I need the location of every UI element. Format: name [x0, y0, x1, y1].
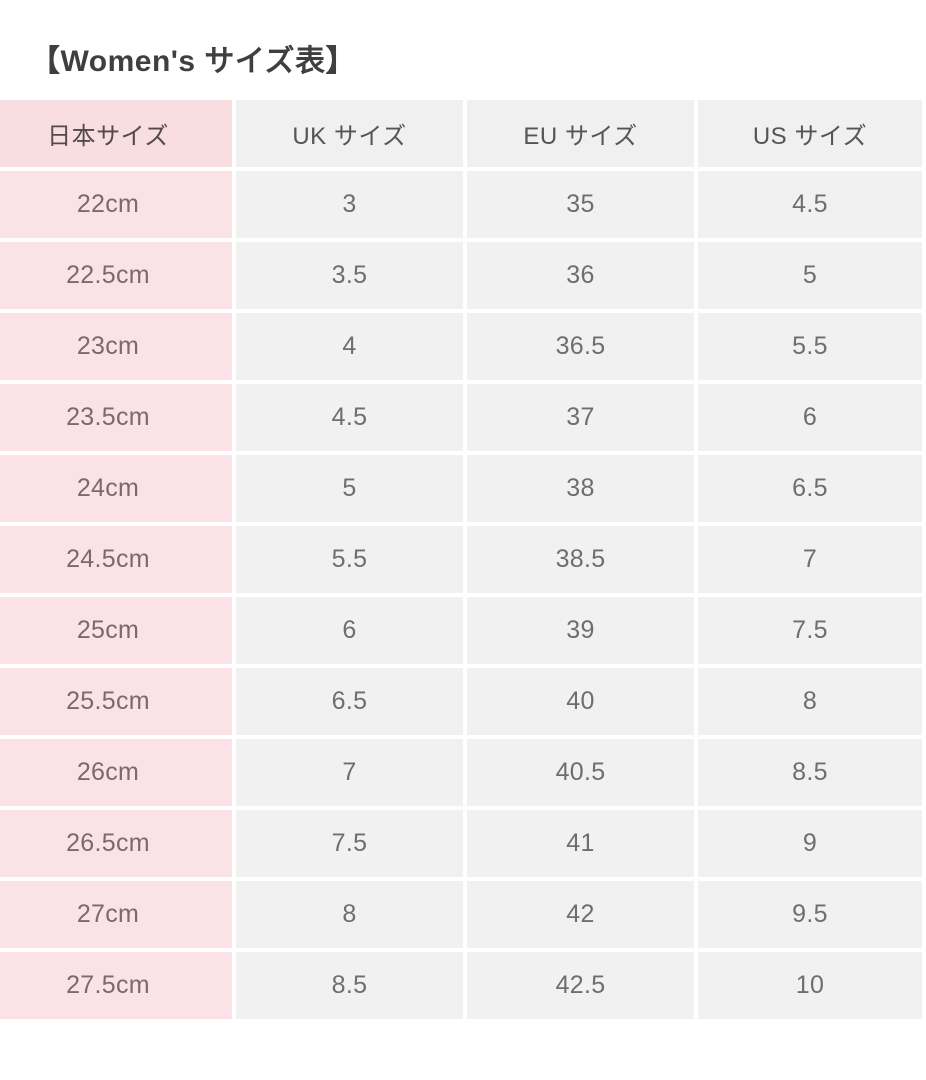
size-cell-jp: 22cm	[0, 171, 232, 238]
size-cell-uk: 3.5	[236, 242, 463, 309]
column-header-us: US サイズ	[698, 100, 922, 167]
size-cell-jp: 25cm	[0, 597, 232, 664]
size-cell-eu: 36	[467, 242, 694, 309]
table-header: 日本サイズ UK サイズ EU サイズ US サイズ	[0, 100, 922, 167]
size-cell-us: 9	[698, 810, 922, 877]
size-cell-jp: 22.5cm	[0, 242, 232, 309]
size-cell-uk: 8	[236, 881, 463, 948]
size-cell-us: 7	[698, 526, 922, 593]
size-cell-us: 6.5	[698, 455, 922, 522]
size-cell-us: 4.5	[698, 171, 922, 238]
size-cell-uk: 7.5	[236, 810, 463, 877]
table-header-row: 日本サイズ UK サイズ EU サイズ US サイズ	[0, 100, 922, 167]
size-cell-uk: 6.5	[236, 668, 463, 735]
size-cell-us: 5	[698, 242, 922, 309]
table-row: 25.5cm 6.5 40 8	[0, 668, 922, 735]
table-body: 22cm 3 35 4.5 22.5cm 3.5 36 5 23cm 4 36.5 5.5 23.5cm…	[0, 171, 922, 1019]
column-header-eu: EU サイズ	[467, 100, 694, 167]
size-cell-eu: 36.5	[467, 313, 694, 380]
size-cell-uk: 5.5	[236, 526, 463, 593]
column-header-uk: UK サイズ	[236, 100, 463, 167]
size-cell-eu: 38.5	[467, 526, 694, 593]
table-row: 23.5cm 4.5 37 6	[0, 384, 922, 451]
page-title: 【Women's サイズ表】	[30, 45, 357, 78]
size-cell-jp: 24.5cm	[0, 526, 232, 593]
size-cell-jp: 27.5cm	[0, 952, 232, 1019]
size-cell-uk: 4.5	[236, 384, 463, 451]
size-cell-uk: 4	[236, 313, 463, 380]
size-cell-eu: 38	[467, 455, 694, 522]
size-cell-jp: 26.5cm	[0, 810, 232, 877]
column-header-jp: 日本サイズ	[0, 100, 232, 167]
size-cell-eu: 42	[467, 881, 694, 948]
size-cell-jp: 27cm	[0, 881, 232, 948]
size-cell-eu: 40.5	[467, 739, 694, 806]
size-cell-jp: 23.5cm	[0, 384, 232, 451]
size-cell-us: 8.5	[698, 739, 922, 806]
size-cell-uk: 3	[236, 171, 463, 238]
table-row: 26cm 7 40.5 8.5	[0, 739, 922, 806]
size-cell-us: 9.5	[698, 881, 922, 948]
table-row: 25cm 6 39 7.5	[0, 597, 922, 664]
size-cell-us: 8	[698, 668, 922, 735]
size-cell-eu: 42.5	[467, 952, 694, 1019]
table-row: 23cm 4 36.5 5.5	[0, 313, 922, 380]
size-cell-eu: 37	[467, 384, 694, 451]
size-conversion-table: 日本サイズ UK サイズ EU サイズ US サイズ 22cm 3 35 4.5 22.…	[0, 96, 926, 1020]
size-cell-uk: 8.5	[236, 952, 463, 1019]
table-row: 27cm 8 42 9.5	[0, 881, 922, 948]
size-cell-jp: 24cm	[0, 455, 232, 522]
size-cell-eu: 39	[467, 597, 694, 664]
size-cell-uk: 7	[236, 739, 463, 806]
size-cell-uk: 5	[236, 455, 463, 522]
size-cell-us: 7.5	[698, 597, 922, 664]
table-row: 27.5cm 8.5 42.5 10	[0, 952, 922, 1019]
table-row: 24.5cm 5.5 38.5 7	[0, 526, 922, 593]
size-cell-eu: 41	[467, 810, 694, 877]
size-cell-jp: 23cm	[0, 313, 232, 380]
size-cell-uk: 6	[236, 597, 463, 664]
size-cell-eu: 35	[467, 171, 694, 238]
size-cell-jp: 26cm	[0, 739, 232, 806]
table-row: 22cm 3 35 4.5	[0, 171, 922, 238]
size-cell-us: 10	[698, 952, 922, 1019]
size-table-container: 日本サイズ UK サイズ EU サイズ US サイズ 22cm 3 35 4.5 22.…	[0, 96, 926, 1020]
size-cell-us: 6	[698, 384, 922, 451]
size-cell-us: 5.5	[698, 313, 922, 380]
size-cell-jp: 25.5cm	[0, 668, 232, 735]
table-row: 26.5cm 7.5 41 9	[0, 810, 922, 877]
table-row: 24cm 5 38 6.5	[0, 455, 922, 522]
table-row: 22.5cm 3.5 36 5	[0, 242, 922, 309]
size-cell-eu: 40	[467, 668, 694, 735]
